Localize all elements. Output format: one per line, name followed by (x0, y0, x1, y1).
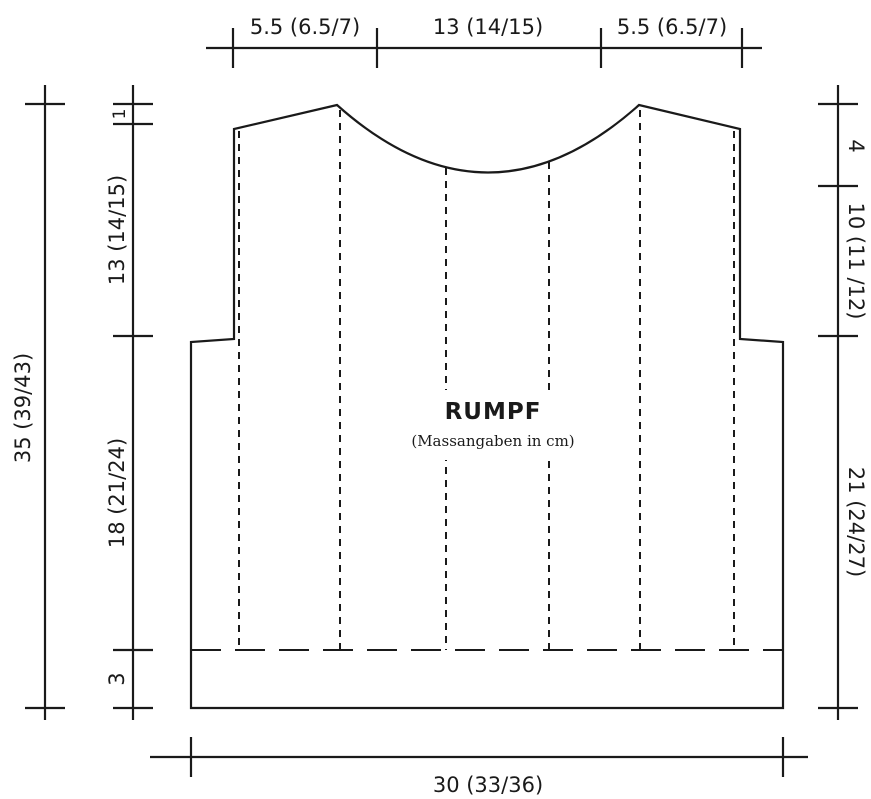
left-total-dimension: 35 (39/43) (11, 85, 65, 720)
right-dimension: 4 10 (11 /12) 21 (24/27) (818, 85, 868, 720)
dim-shoulder-left: 5.5 (6.5/7) (250, 15, 360, 39)
garment-outline (189, 103, 785, 710)
dim-shoulder-right: 5.5 (6.5/7) (617, 15, 727, 39)
dim-slope: 1 (110, 109, 130, 120)
dim-armhole-height: 13 (14/15) (105, 175, 129, 285)
dim-neck-depth: 4 (844, 139, 868, 152)
bottom-dimension: 30 (33/36) (150, 737, 808, 797)
left-inner-dimension: 1 13 (14/15) 18 (21/24) 3 (105, 85, 153, 720)
body-outline (189, 103, 785, 710)
construction-lines (191, 110, 783, 651)
dim-body-height: 18 (21/24) (105, 438, 129, 548)
dim-neck: 13 (14/15) (433, 15, 543, 39)
center-label: RUMPF (Massangaben in cm) (380, 390, 600, 460)
top-dimension: 5.5 (6.5/7) 13 (14/15) 5.5 (6.5/7) (206, 15, 762, 68)
diagram-subtitle: (Massangaben in cm) (411, 432, 574, 450)
dim-total-height: 35 (39/43) (11, 353, 35, 463)
dim-lower-height: 21 (24/27) (844, 467, 868, 577)
dim-width: 30 (33/36) (433, 773, 543, 797)
diagram-title: RUMPF (445, 399, 542, 425)
dim-upper-height: 10 (11 /12) (844, 203, 868, 320)
dim-rib-height: 3 (105, 672, 129, 685)
